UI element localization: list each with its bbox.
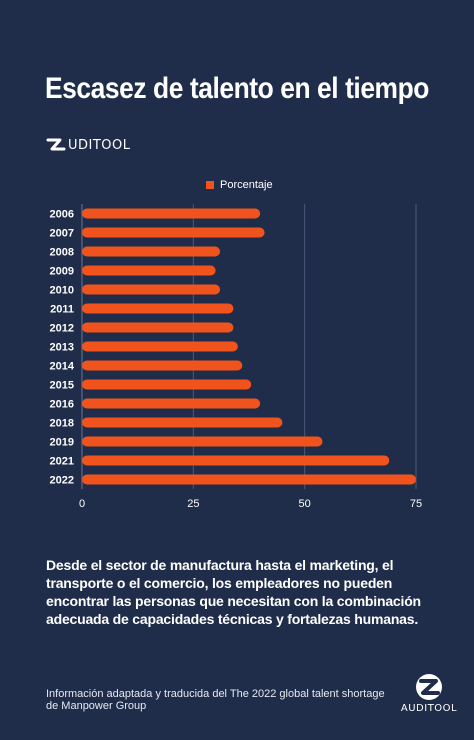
bar-2011 <box>82 303 234 314</box>
auditool-logo-icon <box>46 138 66 151</box>
y-tick-label: 2011 <box>50 304 74 316</box>
y-tick-label: 2016 <box>50 399 74 411</box>
legend-label: Porcentaje <box>220 179 273 191</box>
bar-2015 <box>82 379 252 390</box>
bar-2019 <box>82 436 323 447</box>
x-tick-label: 50 <box>299 498 311 510</box>
bar-2022 <box>82 474 416 485</box>
source-note: Información adaptada y traducida del The… <box>46 688 385 712</box>
bar-2021 <box>82 455 390 466</box>
brand-name-top: UDITOOL <box>68 137 131 153</box>
bar-2010 <box>82 284 221 295</box>
bar-chart: 0 25 50 75 2006 2007 2008 2009 2010 2011 2012 2013 2… <box>50 204 422 510</box>
x-tick-label: 0 <box>79 498 85 510</box>
page-title: Escasez de talento en el tiempo <box>45 72 429 105</box>
legend-swatch <box>206 181 214 189</box>
bar-2009 <box>82 265 216 276</box>
brand-logo-bottom: AUDITOOL <box>400 672 458 714</box>
bar-2006 <box>82 208 261 219</box>
description-text: Desde el sector de manufactura hasta el … <box>46 557 421 627</box>
y-tick-label: 2015 <box>50 380 74 392</box>
y-tick-label: 2019 <box>50 437 74 449</box>
auditool-logo-icon <box>416 674 442 700</box>
brand-name-bottom: AUDITOOL <box>400 703 458 714</box>
y-tick-label: 2007 <box>50 228 74 240</box>
y-tick-label: 2018 <box>50 418 74 430</box>
y-tick-label: 2021 <box>50 456 74 468</box>
y-tick-label: 2022 <box>50 475 74 487</box>
y-tick-label: 2012 <box>50 323 74 335</box>
bar-2012 <box>82 322 234 333</box>
y-tick-label: 2008 <box>50 247 74 259</box>
x-tick-label: 75 <box>410 498 422 510</box>
bar-2014 <box>82 360 243 371</box>
bar-2018 <box>82 417 283 428</box>
y-tick-label: 2014 <box>50 361 75 373</box>
bar-2007 <box>82 227 265 238</box>
bar-2008 <box>82 246 221 257</box>
y-tick-label: 2006 <box>50 209 74 221</box>
bar-2013 <box>82 341 238 352</box>
y-tick-label: 2009 <box>50 266 74 278</box>
brand-logo-top: UDITOOL <box>46 137 131 153</box>
chart-legend: Porcentaje <box>206 179 273 191</box>
bar-2016 <box>82 398 261 409</box>
y-tick-label: 2010 <box>50 285 74 297</box>
x-tick-label: 25 <box>187 498 199 510</box>
y-tick-label: 2013 <box>50 342 74 354</box>
